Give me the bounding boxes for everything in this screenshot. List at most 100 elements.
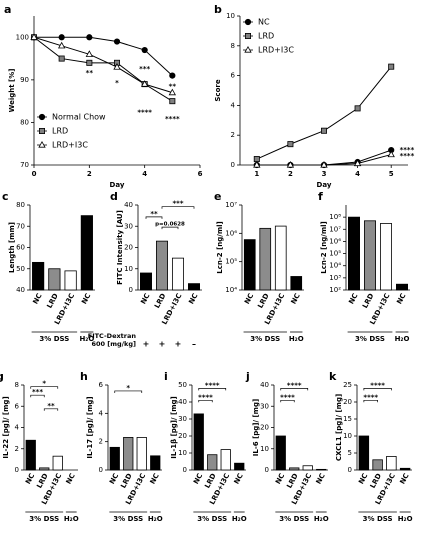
legend-marker (38, 113, 46, 121)
y-tick-label: 20 (260, 424, 269, 432)
x-tick-label: NC (31, 292, 43, 305)
panel-letter: b (214, 3, 222, 16)
row-value: – (192, 340, 196, 349)
annotation: **** (370, 381, 385, 389)
x-tick-label: 6 (198, 170, 203, 178)
group-label: 3% DSS (279, 515, 309, 523)
panel-letter: f (318, 190, 323, 203)
marker (30, 33, 38, 40)
x-tick-label: 5 (389, 170, 394, 178)
significance-bracket (30, 386, 59, 389)
y-axis-label: Length [mm] (8, 222, 16, 273)
y-tick-label: 40 (260, 381, 269, 389)
panel-letter: j (245, 370, 250, 383)
x-tick-label: NC (347, 292, 359, 305)
y-tick-label: 0 (231, 161, 235, 169)
y-tick-label: 10⁶ (329, 237, 341, 245)
marker (168, 88, 177, 96)
bar (48, 268, 61, 291)
group-label: 3% DSS (363, 515, 393, 523)
marker (140, 80, 149, 87)
y-tick-label: 10⁴ (329, 262, 341, 270)
panel-letter: i (164, 370, 168, 383)
y-tick-label: 10 (178, 449, 187, 457)
group-label: 3% DSS (355, 335, 385, 343)
significance-bracket (114, 390, 143, 393)
bar (220, 449, 231, 471)
bar (289, 467, 300, 471)
y-axis-label: CXCL1 [pg]/ [mg] (335, 394, 343, 461)
y-tick-label: 6 (99, 381, 104, 389)
annotation: ** (169, 83, 177, 91)
y-tick-label: 2 (231, 131, 235, 139)
y-axis-label: IL-1β [pg]/ [mg] (170, 396, 178, 458)
marker (113, 63, 121, 70)
y-tick-label: 4 (15, 424, 20, 432)
marker (286, 160, 295, 168)
group-label: H₂O (79, 335, 94, 343)
significance-bracket (280, 388, 309, 391)
bar (290, 276, 303, 291)
y-tick-label: 50 (178, 381, 187, 389)
y-tick-label: 10 (226, 12, 235, 20)
bar (243, 239, 256, 291)
marker (287, 141, 294, 148)
x-tick-label: NC (192, 472, 204, 485)
y-tick-label: 25 (343, 381, 352, 389)
annotation: **** (205, 381, 220, 389)
y-tick-label: 10³ (329, 274, 341, 282)
bar (136, 437, 147, 471)
y-tick-label: 6 (15, 402, 20, 410)
group-label: H₂O (289, 335, 304, 343)
x-tick-label: NC (315, 472, 327, 485)
y-axis-label: IL-22 [pg]/ [mg] (2, 396, 10, 458)
x-tick-label: NC (243, 292, 255, 305)
significance-bracket (280, 399, 295, 403)
bar (123, 437, 134, 471)
y-tick-label: 4 (99, 409, 104, 417)
y-tick-label: 70 (20, 161, 29, 169)
x-tick-label: LRD (153, 292, 168, 310)
marker (169, 98, 176, 105)
marker (85, 50, 94, 57)
marker (169, 72, 176, 79)
legend-label: LRD+I3C (258, 46, 294, 55)
marker (57, 41, 66, 49)
bar (234, 462, 245, 471)
marker (353, 159, 362, 167)
group-label: 3% DSS (113, 515, 143, 523)
y-tick-label: 20 (343, 398, 352, 406)
significance-bracket (43, 408, 59, 411)
bar (395, 283, 408, 291)
y-tick-label: 30 (124, 222, 133, 230)
x-tick-label: NC (395, 292, 407, 305)
y-tick-label: 10⁶ (225, 229, 237, 237)
bar (386, 455, 397, 471)
y-tick-label: 10 (124, 265, 133, 273)
annotation: *** (32, 388, 43, 396)
x-tick-label: NC (149, 472, 161, 485)
series-line (256, 66, 392, 160)
panel-letter: d (110, 190, 118, 203)
legend-marker (39, 127, 46, 134)
significance-bracket (198, 388, 227, 391)
annotation: **** (287, 381, 302, 389)
y-tick-label: 8 (231, 42, 235, 50)
annotation: **** (400, 152, 415, 160)
row-value: + (175, 340, 182, 349)
bar (372, 459, 383, 471)
legend-label: LRD (258, 32, 274, 41)
significance-bracket (161, 206, 195, 209)
bar (109, 446, 120, 471)
y-tick-label: 2 (15, 445, 19, 453)
y-tick-label: 20 (124, 244, 133, 252)
legend-label: LRD+I3C (52, 141, 88, 150)
bar (39, 467, 50, 471)
x-tick-label: NC (233, 472, 245, 485)
y-tick-label: 10² (329, 286, 341, 294)
legend-marker (244, 18, 252, 26)
y-tick-label: 30 (260, 402, 269, 410)
series-line (33, 36, 173, 94)
annotation: * (115, 79, 119, 87)
legend-label: Normal Chow (52, 113, 106, 122)
